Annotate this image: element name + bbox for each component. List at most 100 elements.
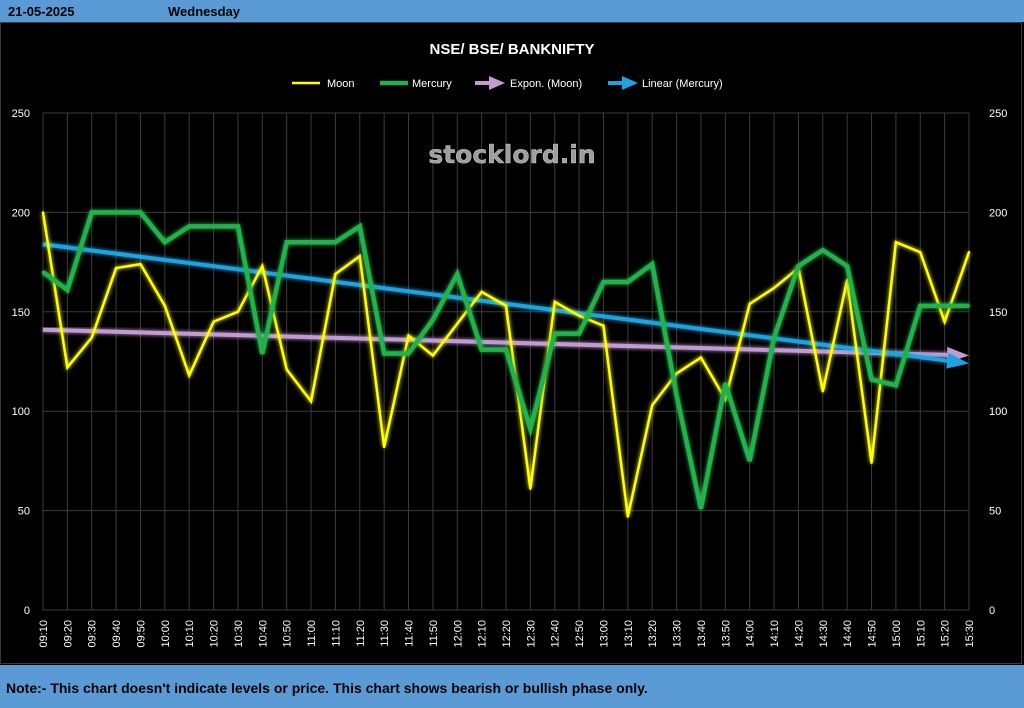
x-tick-label: 12:10	[477, 620, 489, 648]
chart-frame	[0, 22, 1022, 664]
x-tick-label: 13:40	[696, 620, 708, 648]
x-tick-label: 12:40	[550, 620, 562, 648]
watermark: stocklord.in	[428, 140, 595, 169]
data-point-mercury	[66, 288, 69, 292]
data-point-mercury	[919, 304, 922, 308]
x-tick-label: 12:50	[574, 620, 586, 648]
header-date: 21-05-2025	[8, 4, 75, 19]
x-tick-label: 11:20	[355, 620, 367, 647]
x-tick-label: 14:20	[793, 620, 805, 648]
data-point-mercury	[212, 225, 215, 228]
data-point-moon	[41, 211, 45, 214]
data-point-moon	[163, 304, 167, 308]
legend-swatch-arrowhead	[622, 76, 638, 90]
data-point-mercury	[870, 378, 873, 381]
legend-label: Moon	[327, 78, 355, 90]
x-tick-label: 14:10	[769, 620, 781, 648]
data-point-mercury	[188, 225, 191, 228]
data-point-moon	[382, 445, 386, 449]
data-point-mercury	[651, 262, 654, 266]
data-point-mercury	[90, 211, 93, 214]
chart-title: NSE/ BSE/ BANKNIFTY	[429, 41, 594, 58]
data-point-moon	[748, 302, 751, 306]
data-point-mercury	[845, 264, 849, 268]
data-point-moon	[894, 241, 898, 244]
data-point-mercury	[772, 336, 776, 339]
data-point-mercury	[261, 352, 264, 355]
x-tick-label: 12:20	[501, 620, 513, 648]
x-tick-label: 15:10	[915, 620, 927, 648]
y-tick-label-left: 100	[12, 406, 30, 418]
legend: Moon Mercury Expon. (Moon) Linear (Mercury)	[292, 76, 723, 90]
y-tick-label-left: 50	[18, 506, 30, 518]
data-point-mercury	[431, 318, 435, 321]
data-point-moon	[480, 290, 483, 294]
data-point-moon	[772, 286, 776, 290]
y-tick-label-left: 200	[12, 207, 30, 219]
grid-lines	[42, 112, 970, 611]
data-point-mercury	[602, 280, 605, 284]
data-point-moon	[699, 356, 703, 359]
data-point-moon	[553, 300, 556, 304]
data-point-moon	[967, 250, 971, 254]
y-tick-label-left: 250	[12, 108, 30, 120]
legend-label: Expon. (Moon)	[510, 78, 582, 90]
data-point-moon	[651, 404, 654, 407]
footer-bar: Note:- This chart doesn't indicate level…	[0, 665, 1024, 708]
y-tick-label-right: 200	[989, 207, 1007, 219]
trendline-exponential	[42, 327, 956, 358]
x-tick-label: 09:20	[62, 620, 74, 648]
y-tick-label-right: 0	[989, 605, 995, 617]
data-point-moon	[456, 322, 459, 325]
data-point-mercury	[334, 241, 337, 244]
data-point-moon	[577, 314, 581, 317]
data-point-moon	[431, 354, 435, 357]
data-point-mercury	[382, 352, 386, 355]
x-tick-label: 14:40	[842, 620, 854, 648]
data-point-moon	[236, 310, 240, 313]
x-tick-label: 14:00	[745, 620, 757, 648]
data-point-mercury	[577, 332, 581, 335]
trendline-arrowhead	[946, 352, 969, 369]
data-point-mercury	[943, 304, 946, 308]
data-point-moon	[626, 515, 630, 518]
data-point-moon	[870, 461, 873, 465]
data-point-moon	[358, 254, 361, 258]
x-tick-label: 15:20	[940, 620, 952, 648]
x-tick-label: 10:40	[257, 620, 269, 648]
data-point-moon	[504, 304, 508, 308]
data-point-moon	[188, 374, 191, 377]
data-point-mercury	[724, 382, 727, 385]
x-tick-label: 11:10	[330, 620, 342, 647]
data-point-mercury	[41, 270, 45, 274]
y-tick-label-right: 100	[989, 406, 1007, 418]
x-tick-label: 14:50	[867, 620, 879, 648]
data-point-mercury	[309, 241, 313, 244]
data-point-mercury	[967, 304, 971, 308]
x-tick-label: 09:10	[38, 620, 50, 648]
data-point-moon	[114, 266, 118, 270]
data-point-moon	[212, 320, 215, 323]
x-tick-label: 10:50	[282, 620, 294, 648]
x-tick-label: 10:00	[160, 620, 172, 648]
data-point-moon	[675, 372, 678, 375]
data-point-mercury	[626, 280, 630, 284]
axes: 0 0 50 50 100 100 150 150 200 200 250 250 09:10 09:20…	[12, 108, 1008, 648]
x-tick-label: 11:30	[379, 620, 391, 647]
data-point-mercury	[821, 248, 824, 252]
y-tick-label-right: 50	[989, 506, 1001, 518]
data-point-moon	[407, 334, 410, 337]
x-tick-label: 13:10	[623, 620, 635, 648]
data-point-moon	[309, 400, 313, 403]
data-point-mercury	[114, 211, 118, 214]
data-point-mercury	[748, 459, 751, 463]
data-point-mercury	[285, 241, 288, 244]
header-day: Wednesday	[168, 4, 241, 19]
x-tick-label: 10:20	[209, 620, 221, 648]
data-point-mercury	[139, 211, 142, 214]
data-point-moon	[334, 272, 337, 276]
data-point-moon	[943, 320, 946, 323]
data-point-mercury	[236, 225, 240, 228]
data-point-moon	[529, 487, 532, 490]
